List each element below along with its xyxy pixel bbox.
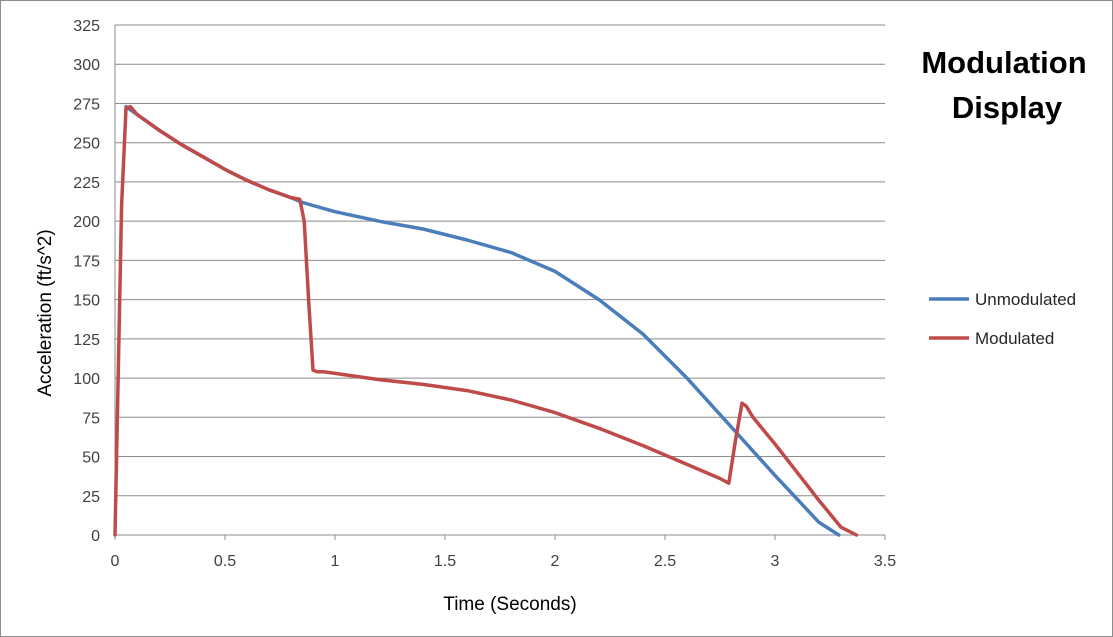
y-tick-label: 125: [73, 332, 100, 349]
gridlines: [115, 24, 885, 497]
x-tick-labels: 0 0.5 1 1.5 2 2.5 3 3.5: [111, 553, 897, 570]
legend-label-unmodulated: Unmodulated: [975, 290, 1076, 309]
y-tick-label: 25: [82, 489, 100, 506]
legend: Unmodulated Modulated: [929, 290, 1076, 348]
axes: [114, 25, 886, 540]
x-tick-label: 1.5: [434, 553, 456, 570]
y-axis-title: Acceleration (ft/s^2): [35, 229, 56, 396]
y-tick-label: 325: [73, 18, 100, 35]
x-tick-label: 3: [771, 553, 780, 570]
x-tick-label: 0.5: [214, 553, 236, 570]
y-tick-label: 50: [82, 450, 100, 467]
legend-label-modulated: Modulated: [975, 329, 1054, 348]
y-tick-label: 250: [73, 136, 100, 153]
y-tick-label: 175: [73, 253, 100, 270]
y-tick-labels: 0 25 50 75 100 125 150 175 200 225 250 275 300 325: [73, 18, 100, 545]
y-tick-label: 200: [73, 214, 100, 231]
y-tick-label: 100: [73, 371, 100, 388]
y-tick-label: 75: [82, 410, 100, 427]
x-tick-label: 3.5: [874, 553, 896, 570]
chart-title-line-2: Display: [952, 90, 1063, 125]
y-tick-label: 0: [91, 528, 100, 545]
series-line-modulated: [113, 104, 859, 537]
x-tick-label: 2.5: [654, 553, 676, 570]
chart-title-line-1: Modulation: [921, 45, 1086, 80]
x-axis-title: Time (Seconds): [443, 594, 576, 615]
y-tick-label: 150: [73, 293, 100, 310]
x-tick-label: 1: [331, 553, 340, 570]
y-tick-label: 275: [73, 96, 100, 113]
series-lines: [113, 104, 859, 537]
y-tick-label: 300: [73, 57, 100, 74]
y-tick-label: 225: [73, 175, 100, 192]
x-tick-label: 2: [551, 553, 560, 570]
x-tick-label: 0: [111, 553, 120, 570]
